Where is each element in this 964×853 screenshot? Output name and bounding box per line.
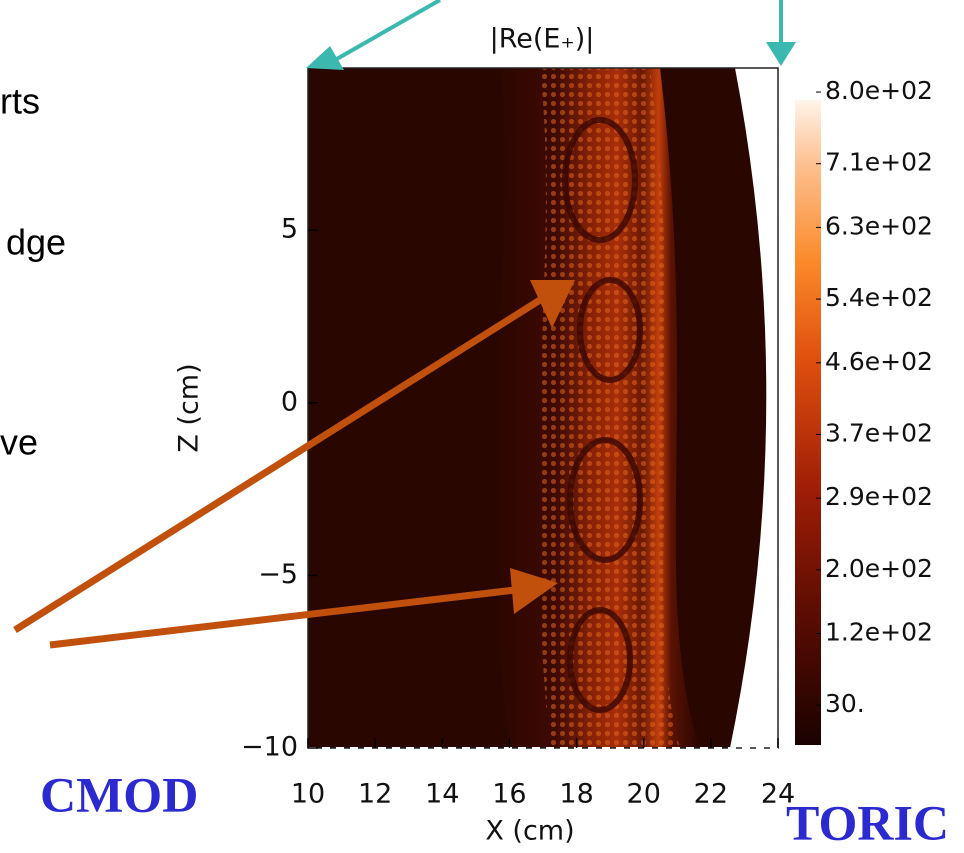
slide-text: dge (6, 222, 66, 263)
slide-text: ve (0, 422, 38, 463)
colorbar-tick-label: 7.1e+02 (825, 148, 933, 177)
slide-text: rts (0, 81, 40, 122)
colorbar-tick-label: 3.7e+02 (825, 418, 933, 447)
colorbar (795, 100, 821, 745)
y-axis-label: Z (cm) (174, 363, 205, 452)
y-tick-label: 5 (281, 214, 298, 245)
x-axis-label: X (cm) (485, 816, 574, 847)
x-tick-label: 16 (492, 779, 526, 810)
toric-label: TORIC (786, 794, 949, 850)
colorbar-tick-label: 5.4e+02 (825, 283, 933, 312)
colorbar-tick-label: 8.0e+02 (825, 76, 933, 105)
x-tick-label: 14 (425, 779, 459, 810)
y-tick-label: −5 (258, 559, 298, 590)
heatmap (308, 68, 778, 748)
colorbar-tick-label: 6.3e+02 (825, 211, 933, 240)
colorbar-tick-label: 4.6e+02 (825, 347, 933, 376)
colorbar-tick-label: 1.2e+02 (825, 618, 933, 647)
x-tick-label: 18 (559, 779, 593, 810)
x-tick-label: 10 (291, 779, 325, 810)
cmod-label: CMOD (40, 766, 198, 822)
x-tick-label: 20 (627, 779, 661, 810)
y-tick-label: 0 (281, 386, 298, 417)
colorbar-tick-label: 2.0e+02 (825, 554, 933, 583)
x-tick-label: 22 (694, 779, 728, 810)
colorbar-tick-label: 2.9e+02 (825, 482, 933, 511)
x-tick-label: 12 (358, 779, 392, 810)
colorbar-tick-label: 30. (825, 689, 865, 718)
x-tick-label: 24 (761, 779, 795, 810)
slide: rts dge ve CMOD TORIC |Re(E₊)| X (cm) Z … (0, 0, 964, 853)
chart-title: |Re(E₊)| (490, 24, 595, 55)
y-tick-label: −10 (241, 732, 298, 763)
